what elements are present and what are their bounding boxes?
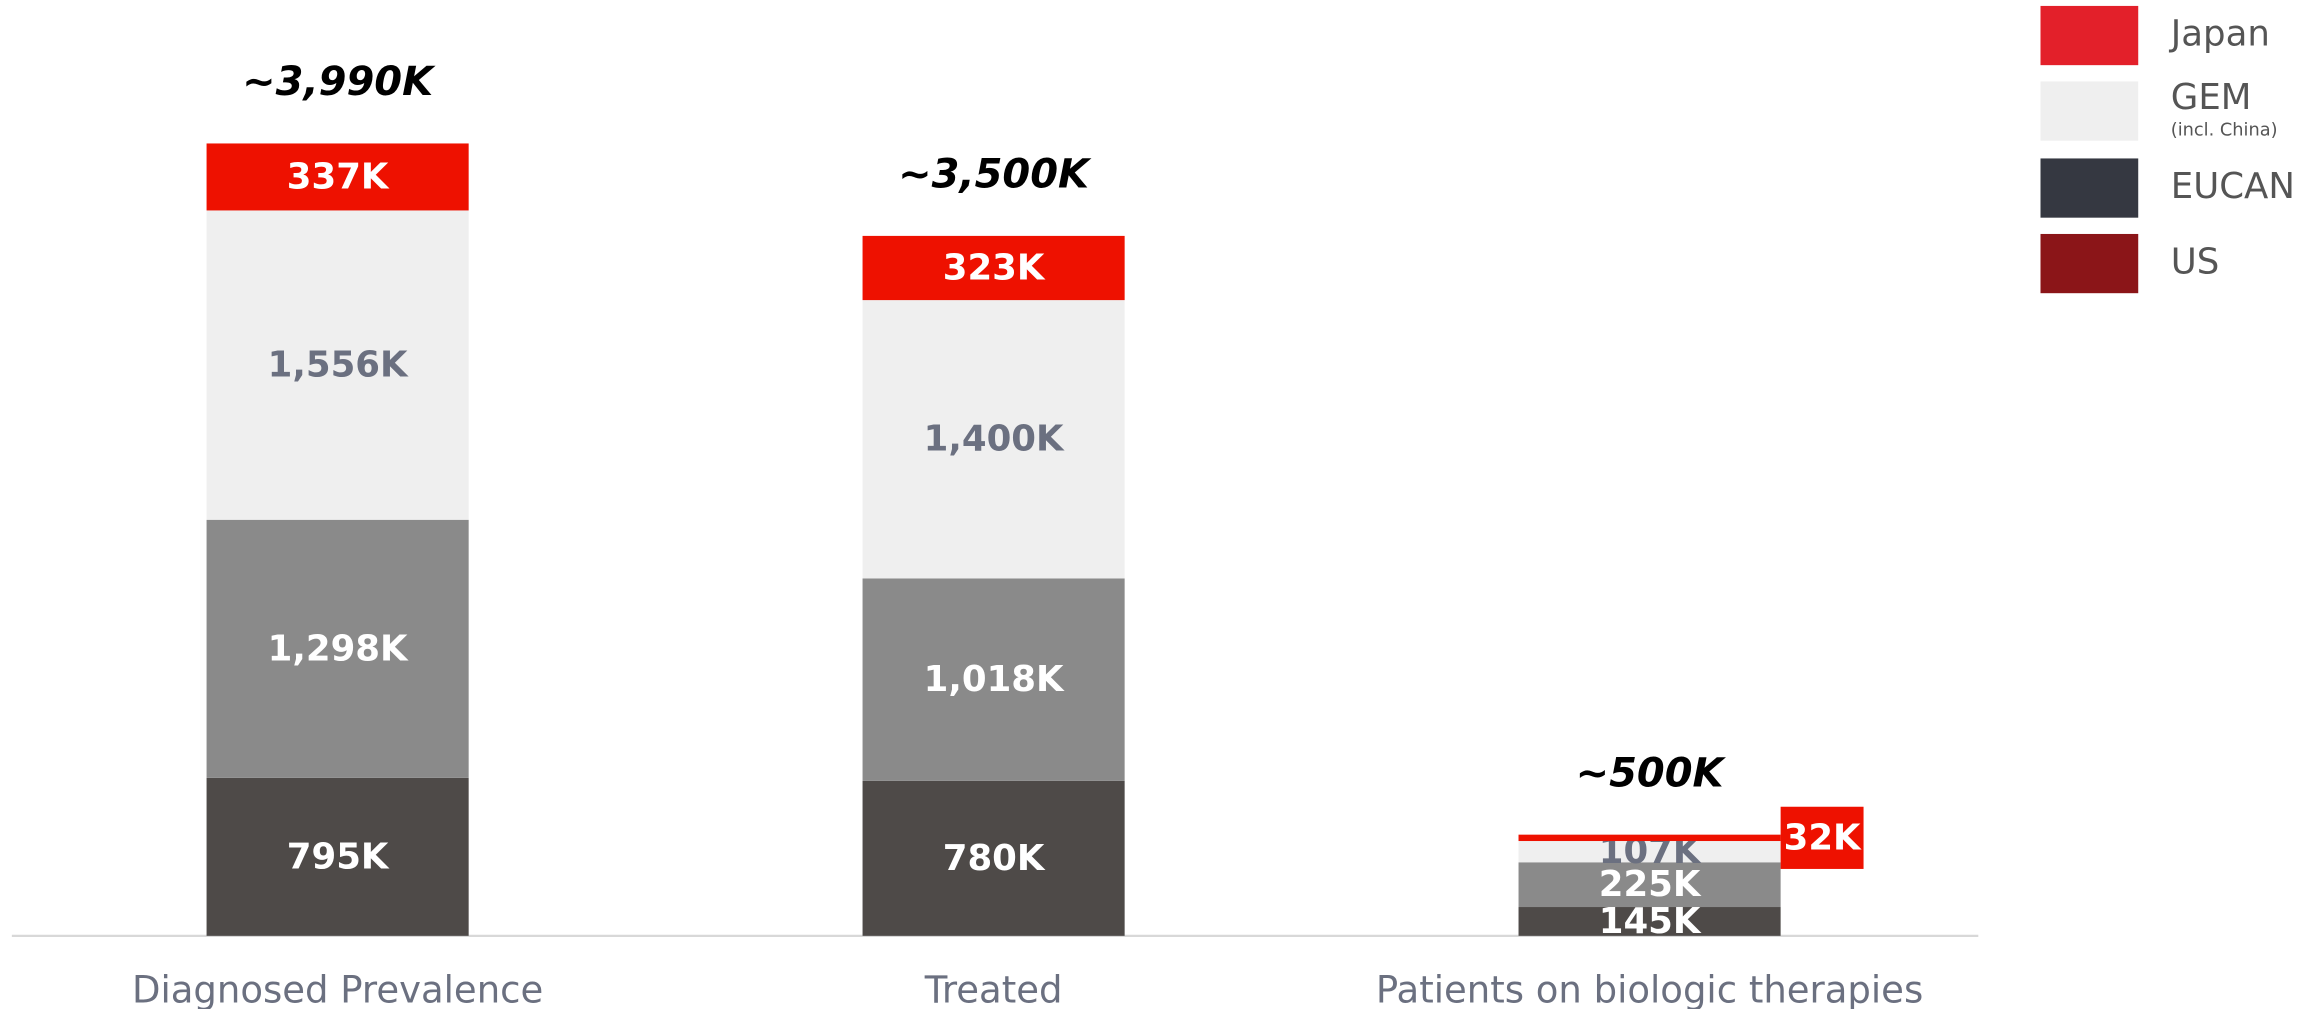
- bar-segment: [206, 143, 469, 211]
- total-label: ~3,990K: [242, 59, 436, 105]
- legend-swatch: [2040, 158, 2139, 218]
- bar-segment: [206, 210, 469, 520]
- bar-segment: [1518, 907, 1781, 936]
- legend-swatch: [2040, 5, 2139, 66]
- bar-segment: [862, 780, 1125, 936]
- x-tick-label: Patients on biologic therapies: [1376, 969, 1923, 1009]
- legend-label: EUCAN: [2171, 166, 2295, 207]
- value-label: 337K: [287, 156, 390, 197]
- value-label: 323K: [943, 247, 1046, 288]
- value-label: 1,298K: [268, 628, 409, 669]
- value-label: 32K: [1784, 817, 1862, 858]
- bar-segment: [206, 519, 469, 778]
- bar-segment: [862, 235, 1125, 301]
- bar-segment: [1518, 841, 1781, 863]
- value-label: 1,018K: [924, 659, 1065, 700]
- bar-segment: [862, 578, 1125, 781]
- legend-label: US: [2171, 242, 2220, 283]
- bar-segment: [1518, 862, 1781, 908]
- total-label: ~500K: [1576, 750, 1727, 796]
- legend-label: Japan: [2169, 14, 2270, 55]
- total-label: ~3,500K: [898, 152, 1092, 198]
- legend-label: GEM: [2171, 77, 2252, 118]
- bar-segment: [1518, 834, 1781, 842]
- legend-swatch: [2040, 81, 2139, 141]
- bar-segment: [206, 777, 469, 936]
- x-tick-label: Treated: [924, 969, 1063, 1009]
- value-label: 1,400K: [924, 419, 1065, 460]
- x-tick-label: Diagnosed Prevalence: [132, 969, 543, 1009]
- value-label: 780K: [943, 838, 1046, 879]
- label-box: [1780, 806, 1864, 869]
- value-label: 145K: [1599, 901, 1702, 942]
- value-label: 1,556K: [268, 345, 409, 386]
- legend-swatch: [2040, 233, 2139, 294]
- value-label: 225K: [1599, 864, 1702, 905]
- value-label: 795K: [287, 836, 390, 877]
- legend-note: (incl. China): [2171, 120, 2278, 140]
- bar-segment: [862, 300, 1125, 579]
